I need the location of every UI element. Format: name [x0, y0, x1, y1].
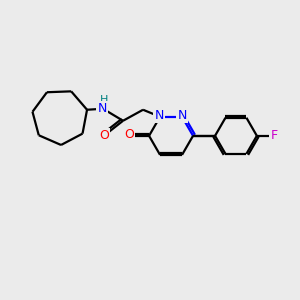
Text: O: O [124, 128, 134, 141]
Text: N: N [177, 109, 187, 122]
Text: N: N [98, 102, 107, 115]
Text: H: H [100, 95, 108, 105]
Text: N: N [154, 109, 164, 122]
Text: F: F [270, 129, 278, 142]
Text: O: O [99, 129, 109, 142]
